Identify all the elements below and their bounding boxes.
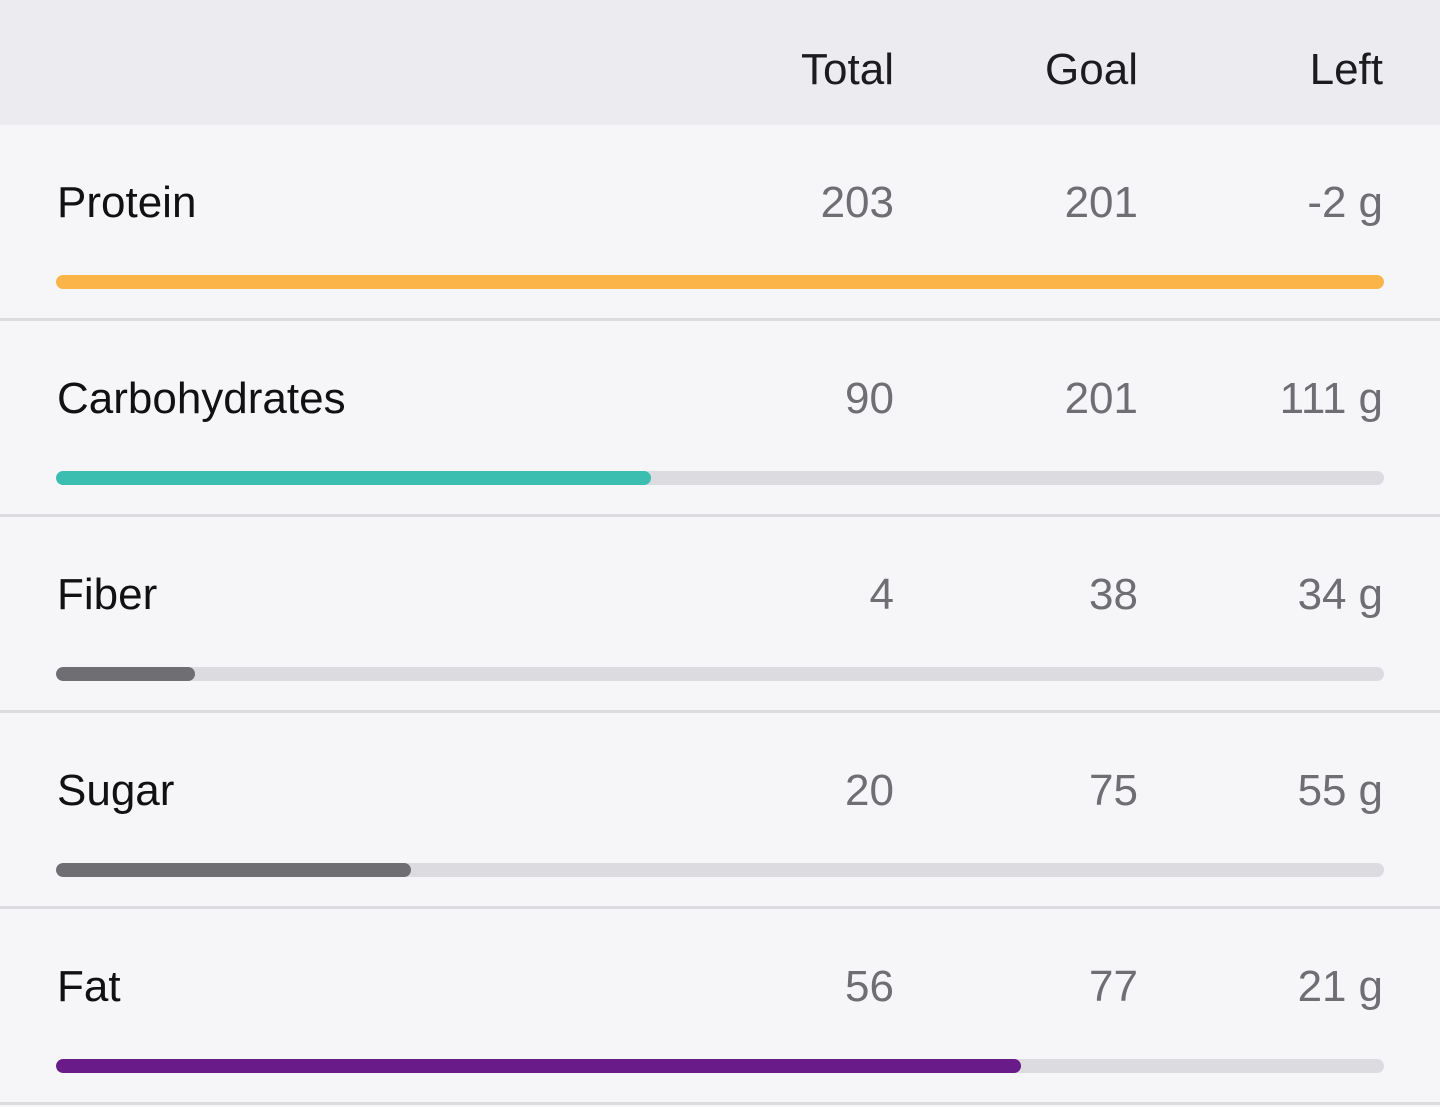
table-header: Total Goal Left: [0, 0, 1440, 125]
nutrient-goal: 38: [1089, 570, 1138, 619]
nutrient-left: 55 g: [1297, 766, 1383, 815]
unit-label: g: [1358, 766, 1383, 815]
nutrient-left: 34 g: [1297, 570, 1383, 619]
nutrient-row-carbohydrates[interactable]: Carbohydrates 90 201 111 g: [0, 321, 1440, 514]
progress-track: [56, 471, 1384, 485]
nutrient-left: 111 g: [1279, 374, 1383, 423]
unit-label: g: [1358, 178, 1383, 227]
nutrient-row-protein[interactable]: Protein 203 201 -2 g: [0, 125, 1440, 318]
nutrient-row-fiber[interactable]: Fiber 4 38 34 g: [0, 517, 1440, 710]
nutrient-row-fat[interactable]: Fat 56 77 21 g: [0, 909, 1440, 1102]
nutrient-total: 90: [845, 374, 894, 423]
nutrient-name: Carbohydrates: [57, 374, 346, 423]
progress-track: [56, 275, 1384, 289]
progress-track: [56, 667, 1384, 681]
nutrient-name: Sugar: [57, 766, 175, 815]
unit-label: g: [1358, 374, 1383, 423]
nutrient-goal: 201: [1064, 374, 1138, 423]
row-divider: [0, 514, 1440, 517]
unit-label: g: [1358, 570, 1383, 619]
row-divider: [0, 318, 1440, 321]
row-divider: [0, 1102, 1440, 1105]
nutrient-name: Fiber: [57, 570, 158, 619]
nutrient-goal: 201: [1064, 178, 1138, 227]
progress-fill: [56, 863, 411, 877]
progress-fill: [56, 275, 1384, 289]
goal-column-header: Goal: [1045, 45, 1138, 94]
nutrient-goal: 75: [1089, 766, 1138, 815]
nutrient-left: -2 g: [1307, 178, 1383, 227]
left-column-header: Left: [1309, 45, 1383, 94]
nutrient-row-sugar[interactable]: Sugar 20 75 55 g: [0, 713, 1440, 906]
progress-track: [56, 863, 1384, 877]
total-column-header: Total: [801, 45, 894, 94]
progress-fill: [56, 471, 651, 485]
nutrient-total: 4: [869, 570, 894, 619]
row-divider: [0, 710, 1440, 713]
nutrient-total: 203: [820, 178, 894, 227]
row-divider: [0, 906, 1440, 909]
progress-track: [56, 1059, 1384, 1073]
progress-fill: [56, 1059, 1022, 1073]
nutrient-name: Protein: [57, 178, 197, 227]
nutrient-total: 56: [845, 962, 894, 1011]
unit-label: g: [1358, 962, 1383, 1011]
progress-fill: [56, 667, 196, 681]
nutrient-goal: 77: [1089, 962, 1138, 1011]
nutrient-left: 21 g: [1297, 962, 1383, 1011]
nutrient-name: Fat: [57, 962, 121, 1011]
nutrient-total: 20: [845, 766, 894, 815]
